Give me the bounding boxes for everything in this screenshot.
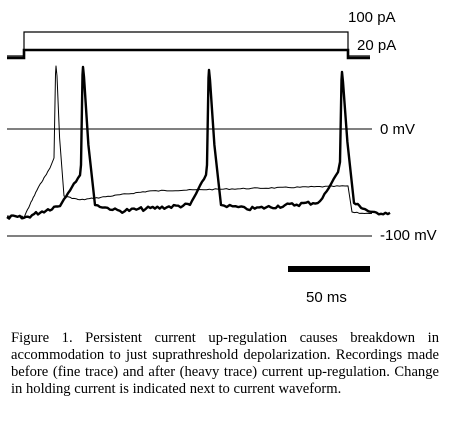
voltage-traces <box>6 65 391 220</box>
voltage-label-minus-100mv: -100 mV <box>380 227 437 244</box>
figure-svg <box>6 31 391 272</box>
step-label-20pa: 20 pA <box>357 37 397 54</box>
step-label-100pa: 100 pA <box>348 9 396 26</box>
heavy-voltage-trace <box>6 65 391 220</box>
current-waveform-fine <box>7 31 370 57</box>
figure-caption: Figure 1. Persistent current up-regulati… <box>11 330 439 397</box>
fine-voltage-trace <box>6 65 373 219</box>
voltage-label-0mv: 0 mV <box>380 121 416 138</box>
scale-bar-label: 50 ms <box>306 289 347 306</box>
figure-panel: 100 pA 20 pA 0 mV -100 mV 50 ms <box>6 9 437 306</box>
current-waveform-heavy <box>7 48 370 60</box>
time-scale-bar <box>288 266 370 272</box>
